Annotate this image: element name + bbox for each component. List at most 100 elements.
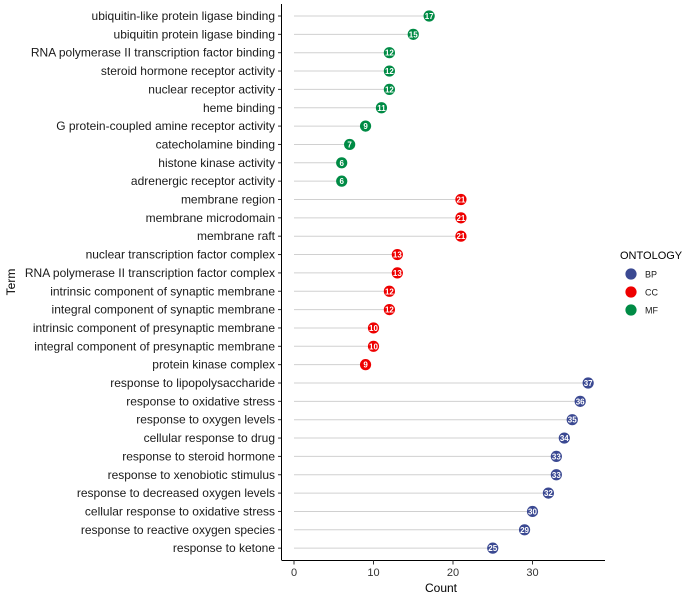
data-label: 12 xyxy=(385,85,394,94)
data-label: 21 xyxy=(456,232,465,241)
data-point xyxy=(383,304,395,316)
data-label: 12 xyxy=(385,67,394,76)
term-label: protein kinase complex xyxy=(152,358,275,372)
data-point xyxy=(383,47,395,59)
term-label: ubiquitin-like protein ligase binding xyxy=(92,9,275,23)
data-point xyxy=(550,450,562,462)
data-point xyxy=(375,102,388,114)
term-label: cellular response to oxidative stress xyxy=(85,504,275,518)
data-point xyxy=(558,432,570,444)
legend-label: MF xyxy=(645,306,658,316)
term-label: response to steroid hormone xyxy=(122,449,275,463)
legend: ONTOLOGY BP CC MF xyxy=(620,250,683,316)
term-label: response to xenobiotic stimulus xyxy=(108,468,275,482)
term-label: RNA polymerase II transcription factor b… xyxy=(31,46,275,60)
data-point xyxy=(487,542,499,554)
data-label: 29 xyxy=(520,526,529,535)
data-point xyxy=(391,248,403,261)
term-label: response to oxygen levels xyxy=(136,413,275,427)
data-label: 32 xyxy=(544,489,553,498)
x-tick-label: 20 xyxy=(447,567,459,579)
data-label: 12 xyxy=(385,306,394,315)
x-tick-layer: 0 10 20 30 xyxy=(291,560,539,579)
term-label: response to reactive oxygen species xyxy=(81,523,275,537)
term-label: response to decreased oxygen levels xyxy=(77,486,275,500)
term-label: ubiquitin protein ligase binding xyxy=(114,27,275,41)
x-tick-label: 10 xyxy=(367,567,379,579)
data-point xyxy=(383,285,395,297)
data-point xyxy=(582,377,594,389)
legend-label: BP xyxy=(645,270,657,280)
x-tick-label: 0 xyxy=(291,567,297,579)
data-label: 6 xyxy=(339,177,344,186)
data-point xyxy=(391,267,403,279)
data-point xyxy=(383,65,395,77)
data-label: 36 xyxy=(576,397,585,406)
data-label: 12 xyxy=(385,287,394,296)
data-label: 9 xyxy=(363,122,368,131)
data-point xyxy=(423,10,435,22)
data-point xyxy=(455,193,467,206)
term-label: steroid hormone receptor activity xyxy=(101,64,275,78)
term-label-layer: ubiquitin-like protein ligase binding ubi… xyxy=(25,9,282,555)
term-label: membrane microdomain xyxy=(146,211,275,225)
data-label: 11 xyxy=(377,104,386,113)
data-label: 33 xyxy=(552,452,561,461)
data-label: 13 xyxy=(393,251,402,260)
term-label: histone kinase activity xyxy=(158,156,275,170)
term-label: integral component of synaptic membrane xyxy=(52,303,276,317)
data-point xyxy=(359,120,372,132)
x-axis-title: Count xyxy=(425,581,458,595)
data-label: 13 xyxy=(393,269,402,278)
data-point xyxy=(518,524,531,536)
data-point xyxy=(367,340,380,352)
term-label: integral component of presynaptic membra… xyxy=(34,339,275,353)
data-point xyxy=(550,469,562,481)
term-label: response to ketone xyxy=(173,541,275,555)
data-point xyxy=(566,414,578,426)
data-label: 15 xyxy=(409,30,418,39)
term-label: response to oxidative stress xyxy=(126,394,275,408)
term-label: RNA polymerase II transcription factor c… xyxy=(25,266,275,280)
data-label: 6 xyxy=(339,159,344,168)
term-label: adrenergic receptor activity xyxy=(131,174,275,188)
legend-swatch xyxy=(625,304,637,316)
data-label: 33 xyxy=(552,471,561,480)
data-label: 34 xyxy=(560,434,569,443)
dot-label-layer: 17 15 12 12 12 11 9 7 6 6 21 21 21 13 13 12 12 10 10 9 37 36 3… xyxy=(339,12,593,553)
term-label: intrinsic component of presynaptic membr… xyxy=(33,321,275,335)
data-point xyxy=(574,395,586,407)
legend-label: CC xyxy=(645,288,658,298)
legend-swatch xyxy=(625,268,637,280)
data-point xyxy=(455,230,467,242)
term-label: catecholamine binding xyxy=(156,137,275,151)
data-point xyxy=(359,359,372,371)
data-point xyxy=(367,322,380,334)
data-label: 10 xyxy=(369,324,378,333)
data-point xyxy=(336,157,348,169)
data-point xyxy=(407,28,419,40)
term-label: nuclear receptor activity xyxy=(148,82,275,96)
y-axis-title: Term xyxy=(4,269,18,296)
data-label: 35 xyxy=(568,416,577,425)
data-point xyxy=(526,505,539,518)
data-point xyxy=(336,175,348,187)
data-label: 12 xyxy=(385,49,394,58)
data-label: 10 xyxy=(369,342,378,351)
term-label: heme binding xyxy=(203,101,275,115)
data-point xyxy=(344,138,356,151)
legend-swatch xyxy=(625,286,637,298)
data-label: 9 xyxy=(363,361,368,370)
term-label: membrane region xyxy=(181,193,275,207)
data-label: 21 xyxy=(456,214,465,223)
data-label: 17 xyxy=(425,12,434,21)
term-label: membrane raft xyxy=(197,229,276,243)
data-point xyxy=(542,487,555,499)
data-point xyxy=(383,83,395,95)
term-label: cellular response to drug xyxy=(144,431,275,445)
stem-layer xyxy=(294,15,589,549)
data-label: 37 xyxy=(584,379,593,388)
term-label: response to lipopolysaccharide xyxy=(110,376,275,390)
term-label: G protein-coupled amine receptor activit… xyxy=(56,119,275,133)
